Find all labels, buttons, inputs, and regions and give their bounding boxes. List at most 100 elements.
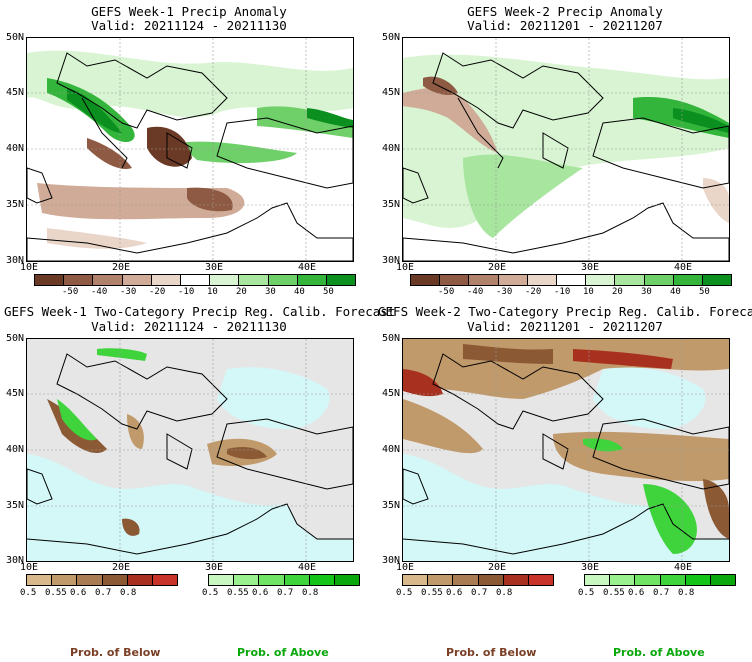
colorbar-tick-label: -30 [120,287,137,297]
lon-label: 20E [488,262,507,273]
colorbar-tick-label: -40 [467,287,484,297]
lat-label: 50N [381,333,400,344]
colorbar-tick-label: 10 [583,287,594,297]
colorbar-swatch [180,275,211,285]
colorbar-tick-label: 0.8 [302,588,319,598]
colorbar-swatch [585,575,611,585]
lat-label: 35N [381,500,400,511]
colorbar-swatch [453,575,479,585]
colorbar-tick-label: 0.8 [496,588,513,598]
panel-valid-date: Valid: 20211124 - 20211130 [91,319,287,334]
lon-label: 40E [298,562,317,573]
colorbar-tick-label: 0.8 [678,588,695,598]
colorbar-swatch [685,575,711,585]
colorbar-swatch [478,575,504,585]
colorbar-swatch [644,275,674,285]
colorbar-swatch [77,575,103,585]
above-colorbar [208,574,360,586]
colorbar-tick-label: 0.7 [471,588,488,598]
colorbar-swatch [428,575,454,585]
colorbar-swatch [127,575,153,585]
colorbar-tick-label: 0.6 [628,588,645,598]
lon-label: 10E [20,562,39,573]
panel-valid-date: Valid: 20211201 - 20211207 [467,319,663,334]
colorbar-swatch [64,275,94,285]
lon-label: 30E [581,262,600,273]
colorbar-swatch [615,275,645,285]
colorbar-swatch [102,575,128,585]
lat-label: 40N [5,444,24,455]
colorbar-tick-label: -10 [554,287,571,297]
lon-label: 30E [205,262,224,273]
lat-label: 40N [5,143,24,154]
colorbar-tick-label: 30 [641,287,652,297]
lat-label: 30N [5,255,24,266]
colorbar-tick-label: 0.5 [578,588,595,598]
lon-label: 20E [488,562,507,573]
colorbar-swatch [152,575,178,585]
anomaly-colorbar [410,274,732,286]
colorbar-swatch [440,275,470,285]
colorbar-swatch [710,575,736,585]
colorbar-swatch [268,275,298,285]
colorbar-swatch [239,275,269,285]
lon-label: 30E [205,562,224,573]
lat-label: 50N [5,32,24,43]
colorbar-swatch [610,575,636,585]
map-week1-anomaly [26,37,354,262]
colorbar-swatch [702,275,732,285]
colorbar-tick-label: 0.7 [653,588,670,598]
colorbar-swatch [503,575,529,585]
lat-label: 35N [381,199,400,210]
colorbar-tick-label: 20 [612,287,623,297]
colorbar-swatch [334,575,360,585]
colorbar-swatch [469,275,499,285]
panel-title: GEFS Week-2 Two-Category Precip Reg. Cal… [378,304,752,319]
colorbar-swatch [209,575,235,585]
colorbar-swatch [35,275,65,285]
panel-title: GEFS Week-2 Precip Anomaly [467,4,663,19]
colorbar-swatch [411,275,441,285]
lat-label: 30N [381,255,400,266]
colorbar-tick-label: 0.8 [120,588,137,598]
lon-label: 20E [112,562,131,573]
colorbar-swatch [673,275,703,285]
colorbar-tick-label: 0.55 [421,588,443,598]
colorbar-swatch [52,575,78,585]
lat-label: 30N [5,555,24,566]
colorbar-swatch [326,275,356,285]
colorbar-tick-label: 20 [236,287,247,297]
colorbar-tick-label: 0.6 [252,588,269,598]
colorbar-tick-label: -20 [149,287,166,297]
map-week2-anomaly [402,37,730,262]
panel-valid-date: Valid: 20211201 - 20211207 [467,18,663,33]
colorbar-swatch [210,275,240,285]
map-week1-two-category [26,338,354,562]
colorbar-tick-label: 0.55 [603,588,625,598]
colorbar-tick-label: 10 [207,287,218,297]
colorbar-tick-label: -30 [496,287,513,297]
lat-label: 45N [5,87,24,98]
colorbar-swatch [122,275,152,285]
lat-label: 45N [5,388,24,399]
lat-label: 45N [381,87,400,98]
panel-valid-date: Valid: 20211124 - 20211130 [91,18,287,33]
lat-label: 50N [381,32,400,43]
colorbar-swatch [27,575,53,585]
lon-label: 40E [674,562,693,573]
lat-label: 35N [5,500,24,511]
anomaly-colorbar [34,274,356,286]
lon-label: 10E [396,262,415,273]
colorbar-tick-label: 40 [294,287,305,297]
colorbar-tick-label: -50 [62,287,79,297]
colorbar-swatch [259,575,285,585]
colorbar-tick-label: 0.5 [20,588,37,598]
colorbar-swatch [528,575,554,585]
colorbar-swatch [403,575,429,585]
lon-label: 40E [674,262,693,273]
colorbar-swatch [297,275,327,285]
colorbar-tick-label: 0.7 [95,588,112,598]
above-colorbar [584,574,736,586]
colorbar-tick-label: 0.55 [45,588,67,598]
colorbar-tick-label: 30 [265,287,276,297]
